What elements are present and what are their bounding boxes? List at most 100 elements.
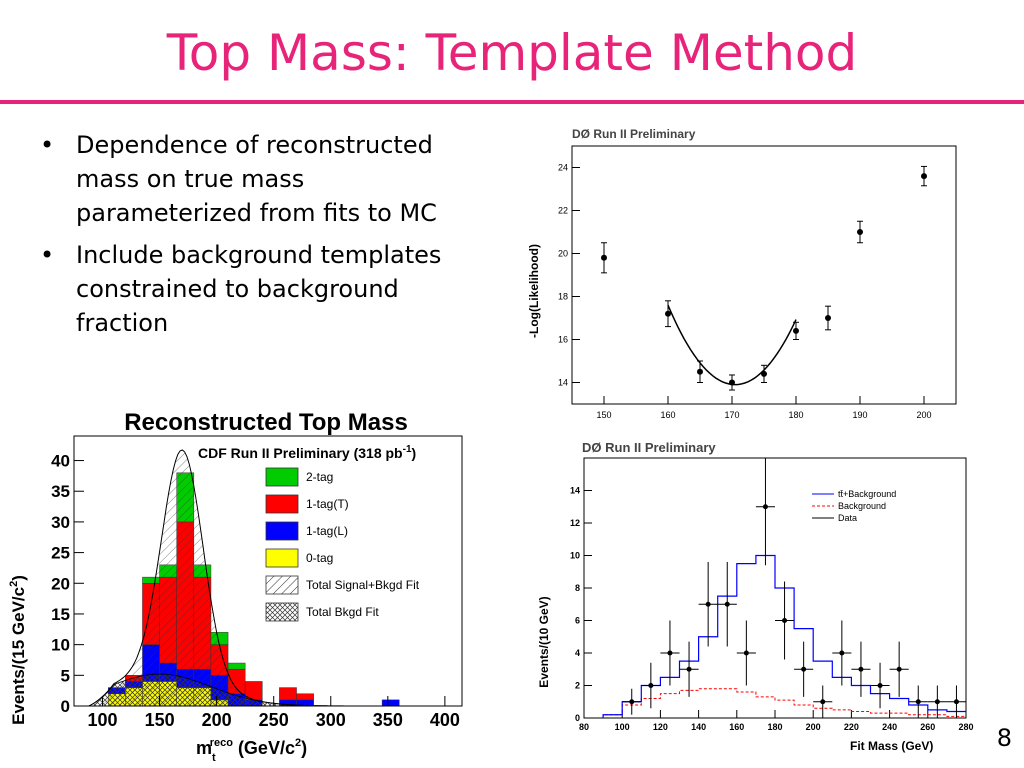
data-point [915, 699, 921, 705]
y-tick-label: 15 [51, 605, 70, 624]
legend-swatch [265, 521, 299, 541]
y-tick-label: 5 [61, 666, 70, 685]
data-point [686, 666, 692, 672]
legend-label: Background [838, 501, 886, 511]
reco-plot-area: 100 150 200 250 300 350 400 0 5 10 15 20 25 30 35 40 2-t… [51, 435, 463, 730]
y-tick-label: 35 [51, 482, 70, 501]
y-tick-label: 40 [51, 452, 70, 471]
y-tick-label: 10 [570, 551, 580, 561]
x-tick-label: 80 [579, 722, 589, 732]
data-point [801, 666, 807, 672]
bullet-item: Include background templates constrained… [36, 238, 456, 340]
data-point [782, 618, 788, 623]
x-tick-label: 160 [729, 722, 744, 732]
data-point [825, 315, 831, 321]
fit-y-label: Events/(10 GeV) [537, 596, 551, 687]
title-divider [0, 100, 1024, 104]
x-tick-label: 150 [145, 710, 175, 730]
y-tick-label: 20 [558, 249, 568, 259]
x-tick-label: 300 [316, 710, 346, 730]
data-point [601, 254, 607, 261]
x-tick-label: 350 [373, 710, 403, 730]
y-tick-label: 24 [558, 163, 568, 173]
data-point [921, 173, 927, 180]
reco-chart-subtitle: CDF Run II Preliminary (318 pb-1) [198, 444, 416, 461]
x-tick-label: 200 [202, 710, 232, 730]
reco-mass-chart: Reconstructed Top Mass CDF Run II Prelim… [0, 400, 470, 768]
likelihood-y-label: -Log(Likelihood) [527, 244, 541, 338]
legend-swatch [265, 602, 299, 622]
likelihood-chart-title: DØ Run II Preliminary [572, 127, 696, 141]
likelihood-plot-area: 150 160 170 180 190 200 14 16 18 20 22 24 [558, 145, 957, 420]
x-tick-label: 240 [882, 722, 897, 732]
data-point [857, 229, 863, 235]
fit-chart-title: DØ Run II Preliminary [582, 440, 716, 455]
data-point [839, 650, 845, 656]
bar-1-tag(L) [381, 699, 400, 707]
background-histogram [602, 688, 966, 718]
reco-y-label: Events/(15 GeV/c2) [8, 575, 28, 725]
legend-label: 0-tag [306, 551, 333, 565]
data-point [896, 666, 902, 672]
x-tick-label: 170 [724, 410, 739, 420]
x-tick-label: 190 [852, 410, 867, 420]
data-point [705, 601, 711, 607]
bullet-item: Dependence of reconstructed mass on true… [36, 128, 456, 230]
x-tick-label: 160 [660, 410, 675, 420]
bar-2-tag [227, 662, 246, 670]
signal-bkgd-fit-fill [88, 450, 366, 706]
fit-x-label: Fit Mass (GeV) [850, 739, 933, 753]
legend-label: Data [838, 513, 857, 523]
likelihood-chart: DØ Run II Preliminary -Log(Likelihood) 1… [520, 120, 960, 428]
y-tick-label: 0 [575, 713, 580, 723]
y-tick-label: 6 [575, 616, 580, 626]
y-tick-label: 0 [61, 697, 70, 716]
data-point [743, 650, 749, 656]
x-tick-label: 100 [88, 710, 118, 730]
data-point [761, 370, 767, 377]
x-tick-label: 200 [806, 722, 821, 732]
data-point [858, 666, 864, 672]
data-point [697, 368, 703, 375]
y-tick-label: 14 [558, 378, 568, 388]
x-tick-label: 220 [844, 722, 859, 732]
data-point [953, 699, 959, 705]
legend-swatch [265, 467, 299, 487]
y-tick-label: 2 [575, 681, 580, 691]
y-tick-label: 10 [51, 636, 70, 655]
reco-chart-title: Reconstructed Top Mass [124, 409, 408, 436]
data-point [793, 327, 799, 334]
x-tick-label: 180 [767, 722, 782, 732]
y-tick-label: 8 [575, 583, 580, 593]
legend-label: tt̄+Background [838, 489, 896, 499]
legend-label: 2-tag [306, 470, 333, 484]
data-point [934, 699, 940, 705]
y-tick-label: 30 [51, 513, 70, 532]
y-tick-label: 20 [51, 574, 70, 593]
y-tick-label: 25 [51, 544, 70, 563]
x-tick-label: 120 [653, 722, 668, 732]
data-point [629, 699, 635, 705]
x-tick-label: 280 [958, 722, 973, 732]
y-tick-label: 22 [558, 206, 568, 216]
x-tick-label: 200 [916, 410, 931, 420]
bullet-list: Dependence of reconstructed mass on true… [36, 128, 456, 348]
data-point [762, 504, 768, 510]
ttbar-background-histogram [602, 554, 966, 718]
plot-frame [571, 145, 957, 405]
y-tick-label: 18 [558, 292, 568, 302]
legend-label: Total Bkgd Fit [306, 605, 379, 619]
x-tick-label: 260 [920, 722, 935, 732]
bar-1-tag(T) [296, 693, 314, 701]
y-tick-label: 16 [558, 335, 568, 345]
fit-mass-chart: DØ Run II Preliminary Events/(10 GeV) Fi… [530, 432, 980, 762]
data-point [665, 310, 671, 317]
legend-swatch [265, 494, 299, 514]
fit-plot-area: 80 100 120 140 160 180 200 220 240 260 280 0 2 4 6 8 10 1… [570, 457, 974, 732]
data-point [724, 601, 730, 607]
data-point [729, 379, 735, 386]
plot-frame [73, 435, 463, 707]
data-point [667, 650, 673, 656]
legend-label: 1-tag(T) [306, 497, 349, 511]
x-tick-label: 100 [615, 722, 630, 732]
